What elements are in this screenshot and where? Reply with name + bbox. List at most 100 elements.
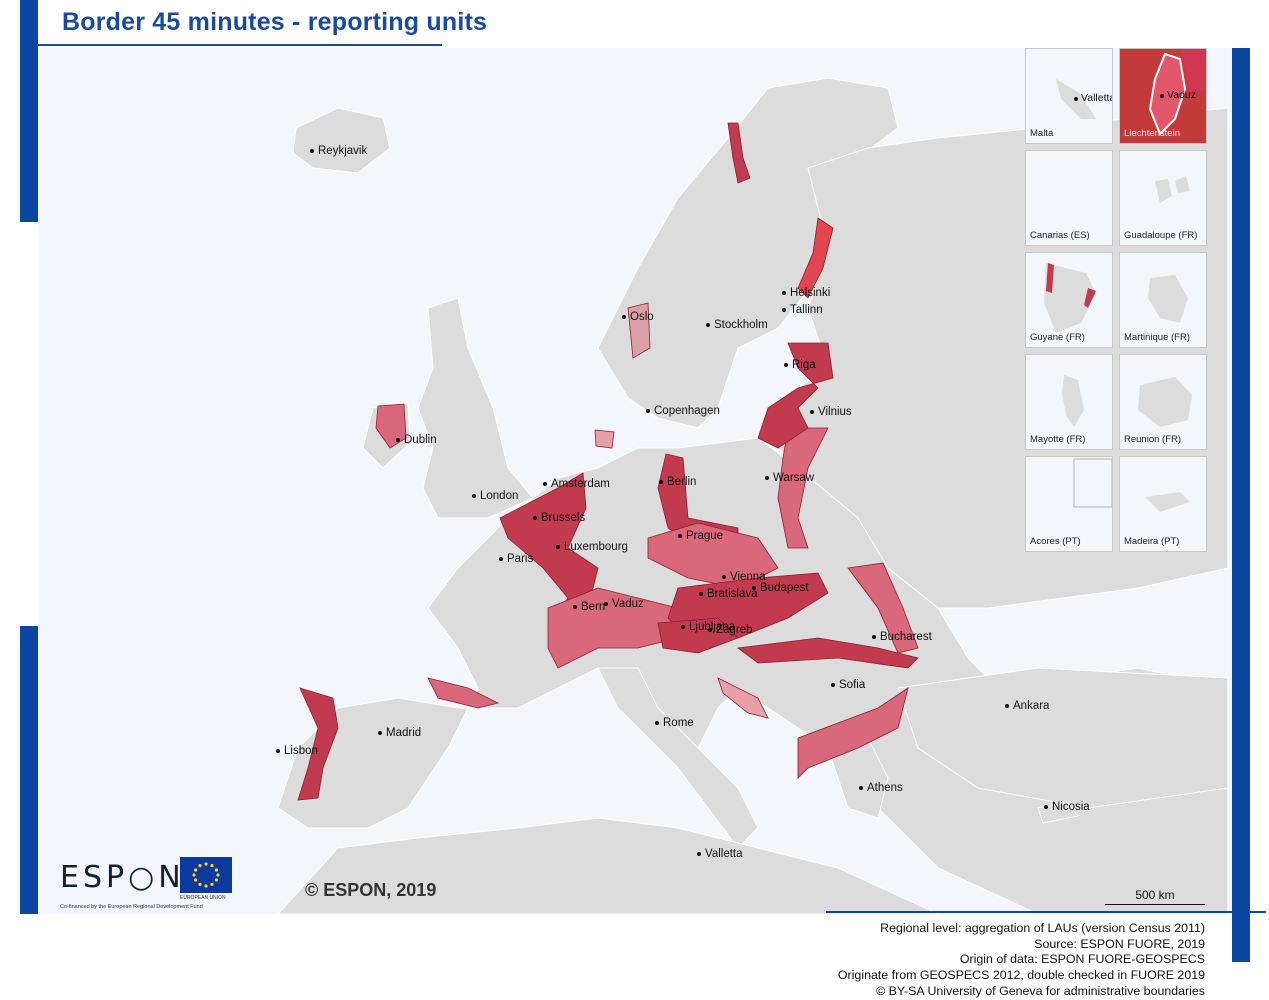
city-label-berlin: Berlin [659, 476, 696, 488]
espon-logo-word: ESP○N [60, 860, 185, 895]
city-label-london: London [472, 490, 518, 502]
inset-reunion: Reunion (FR) [1119, 354, 1207, 450]
mayotte-shape [1062, 375, 1084, 427]
inset-label-guyane: Guyane (FR) [1030, 332, 1085, 343]
source-notes: Regional level: aggregation of LAUs (ver… [838, 921, 1205, 1000]
note-source: Source: ESPON FUORE, 2019 [1034, 936, 1205, 951]
map-canvas [277, 77, 1229, 914]
border-region-finland-russia [797, 217, 834, 299]
border-region-ireland [375, 403, 407, 449]
border-region-lapland [727, 122, 751, 184]
city-label-stockholm: Stockholm [706, 319, 768, 331]
inset-mayotte: Mayotte (FR) [1025, 354, 1113, 450]
city-label-sofia: Sofia [831, 679, 865, 691]
city-label-lisbon: Lisbon [276, 745, 318, 757]
border-region-balkans-south [797, 687, 909, 779]
espon-logo: ESP○N Co-financed by the European Region… [60, 860, 203, 912]
inset-liechtenstein: Vaduz Liechtenstein [1119, 48, 1207, 144]
left-top-accent-bar [20, 0, 38, 222]
city-label-helsinki: Helsinki [782, 287, 830, 299]
cyprus-shape [1037, 802, 1079, 824]
border-region-france-swiss-italy [547, 587, 679, 669]
copyright-label: © ESPON, 2019 [305, 880, 437, 900]
eu-stars-icon [192, 862, 220, 888]
city-label-zagreb: Zagreb [708, 624, 752, 636]
city-label-vienna: Vienna [722, 571, 766, 583]
city-label-paris: Paris [499, 553, 533, 565]
north-africa-shape [277, 817, 939, 914]
inset-guadaloupe: Guadaloupe (FR) [1119, 150, 1207, 246]
inset-guyane: Guyane (FR) [1025, 252, 1113, 348]
border-region-baltics [757, 342, 834, 449]
border-region-bulgaria-danube [736, 637, 919, 669]
border-region-romania [847, 562, 919, 654]
city-label-brussels: Brussels [533, 512, 585, 524]
espon-logo-subtitle: Co-financed by the European Regional Dev… [60, 904, 203, 910]
city-label-nicosia: Nicosia [1044, 801, 1090, 813]
great-britain-shape [417, 297, 534, 519]
inset-panel: Valletta Malta Vaduz Liechtenstein Canar… [1025, 48, 1210, 558]
inset-label-reunion: Reunion (FR) [1124, 434, 1182, 445]
city-label-budapest: Budapest [752, 582, 809, 594]
acores-frame [1073, 458, 1112, 508]
inset-label-acores: Acores (PT) [1030, 536, 1081, 547]
city-label-riga: Riga [784, 359, 816, 371]
city-label-rome: Rome [655, 717, 694, 729]
city-label-valletta: Valletta [697, 848, 743, 860]
border-region-poland-east [777, 427, 829, 549]
note-geospecs: Originate from GEOSPECS 2012, double che… [837, 968, 1205, 983]
city-label-amsterdam: Amsterdam [543, 478, 610, 490]
left-bottom-accent-bar [20, 626, 38, 914]
martinique-shape [1148, 275, 1188, 323]
inset-martinique: Martinique (FR) [1119, 252, 1207, 348]
inset-capital-vaduz: Vaduz [1160, 89, 1196, 101]
city-label-dublin: Dublin [396, 434, 437, 446]
border-region-denmark [594, 429, 615, 449]
eu-flag-logo: EUROPEAN UNION [180, 857, 232, 913]
inset-canarias: Canarias (ES) [1025, 150, 1113, 246]
city-label-vaduz: Vaduz [604, 598, 644, 610]
city-label-vilnius: Vilnius [810, 406, 852, 418]
madeira-shape [1145, 492, 1190, 512]
city-label-oslo: Oslo [622, 311, 654, 323]
inset-label-liechtenstein: Liechtenstein [1124, 128, 1180, 139]
city-label-warsaw: Warsaw [765, 472, 814, 484]
border-region-slovenia-croatia [657, 617, 739, 654]
city-label-tallinn: Tallinn [782, 304, 823, 316]
inset-label-madeira: Madeira (PT) [1124, 536, 1180, 547]
border-region-pyrenees [427, 677, 500, 709]
scale-bar-line [1105, 904, 1205, 905]
inset-label-guadaloupe: Guadaloupe (FR) [1124, 230, 1198, 241]
inset-label-malta: Malta [1030, 128, 1054, 139]
turkey-shape [897, 667, 1229, 809]
inset-label-martinique: Martinique (FR) [1124, 332, 1190, 343]
scale-bar: 500 km [1105, 888, 1205, 905]
city-label-bucharest: Bucharest [872, 631, 932, 643]
footer-rule [826, 911, 1266, 913]
city-label-athens: Athens [859, 782, 903, 794]
guadaloupe-shape [1155, 176, 1190, 203]
inset-malta: Valletta Malta [1025, 48, 1113, 144]
city-label-luxembourg: Luxembourg [556, 541, 628, 553]
liechtenstein-shape [1148, 49, 1206, 136]
city-label-ankara: Ankara [1005, 700, 1049, 712]
city-label-reykjavik: Reykjavik [310, 145, 367, 157]
iceland-shape [292, 107, 391, 174]
border-region-adriatic [717, 677, 769, 719]
reunion-shape [1138, 377, 1192, 427]
guyane-shape [1044, 263, 1096, 333]
note-origin: Origin of data: ESPON FUORE-GEOSPECS [959, 952, 1205, 967]
map-title: Border 45 minutes - reporting units [62, 8, 488, 36]
eu-flag-icon [180, 857, 232, 893]
inset-label-mayotte: Mayotte (FR) [1030, 434, 1086, 445]
city-label-prague: Prague [678, 530, 723, 542]
eu-logo-subtitle: EUROPEAN UNION [180, 895, 226, 901]
italy-shape [597, 667, 759, 849]
note-regional-level: Regional level: aggregation of LAUs (ver… [880, 921, 1205, 935]
city-label-bern: Bern [573, 601, 605, 613]
note-license: © BY-SA University of Geneva for adminis… [876, 983, 1205, 998]
scale-bar-label: 500 km [1135, 888, 1175, 902]
city-label-copenhagen: Copenhagen [646, 405, 720, 417]
right-accent-bar [1232, 48, 1250, 962]
city-label-ljubljana: Ljubljana [681, 621, 735, 633]
